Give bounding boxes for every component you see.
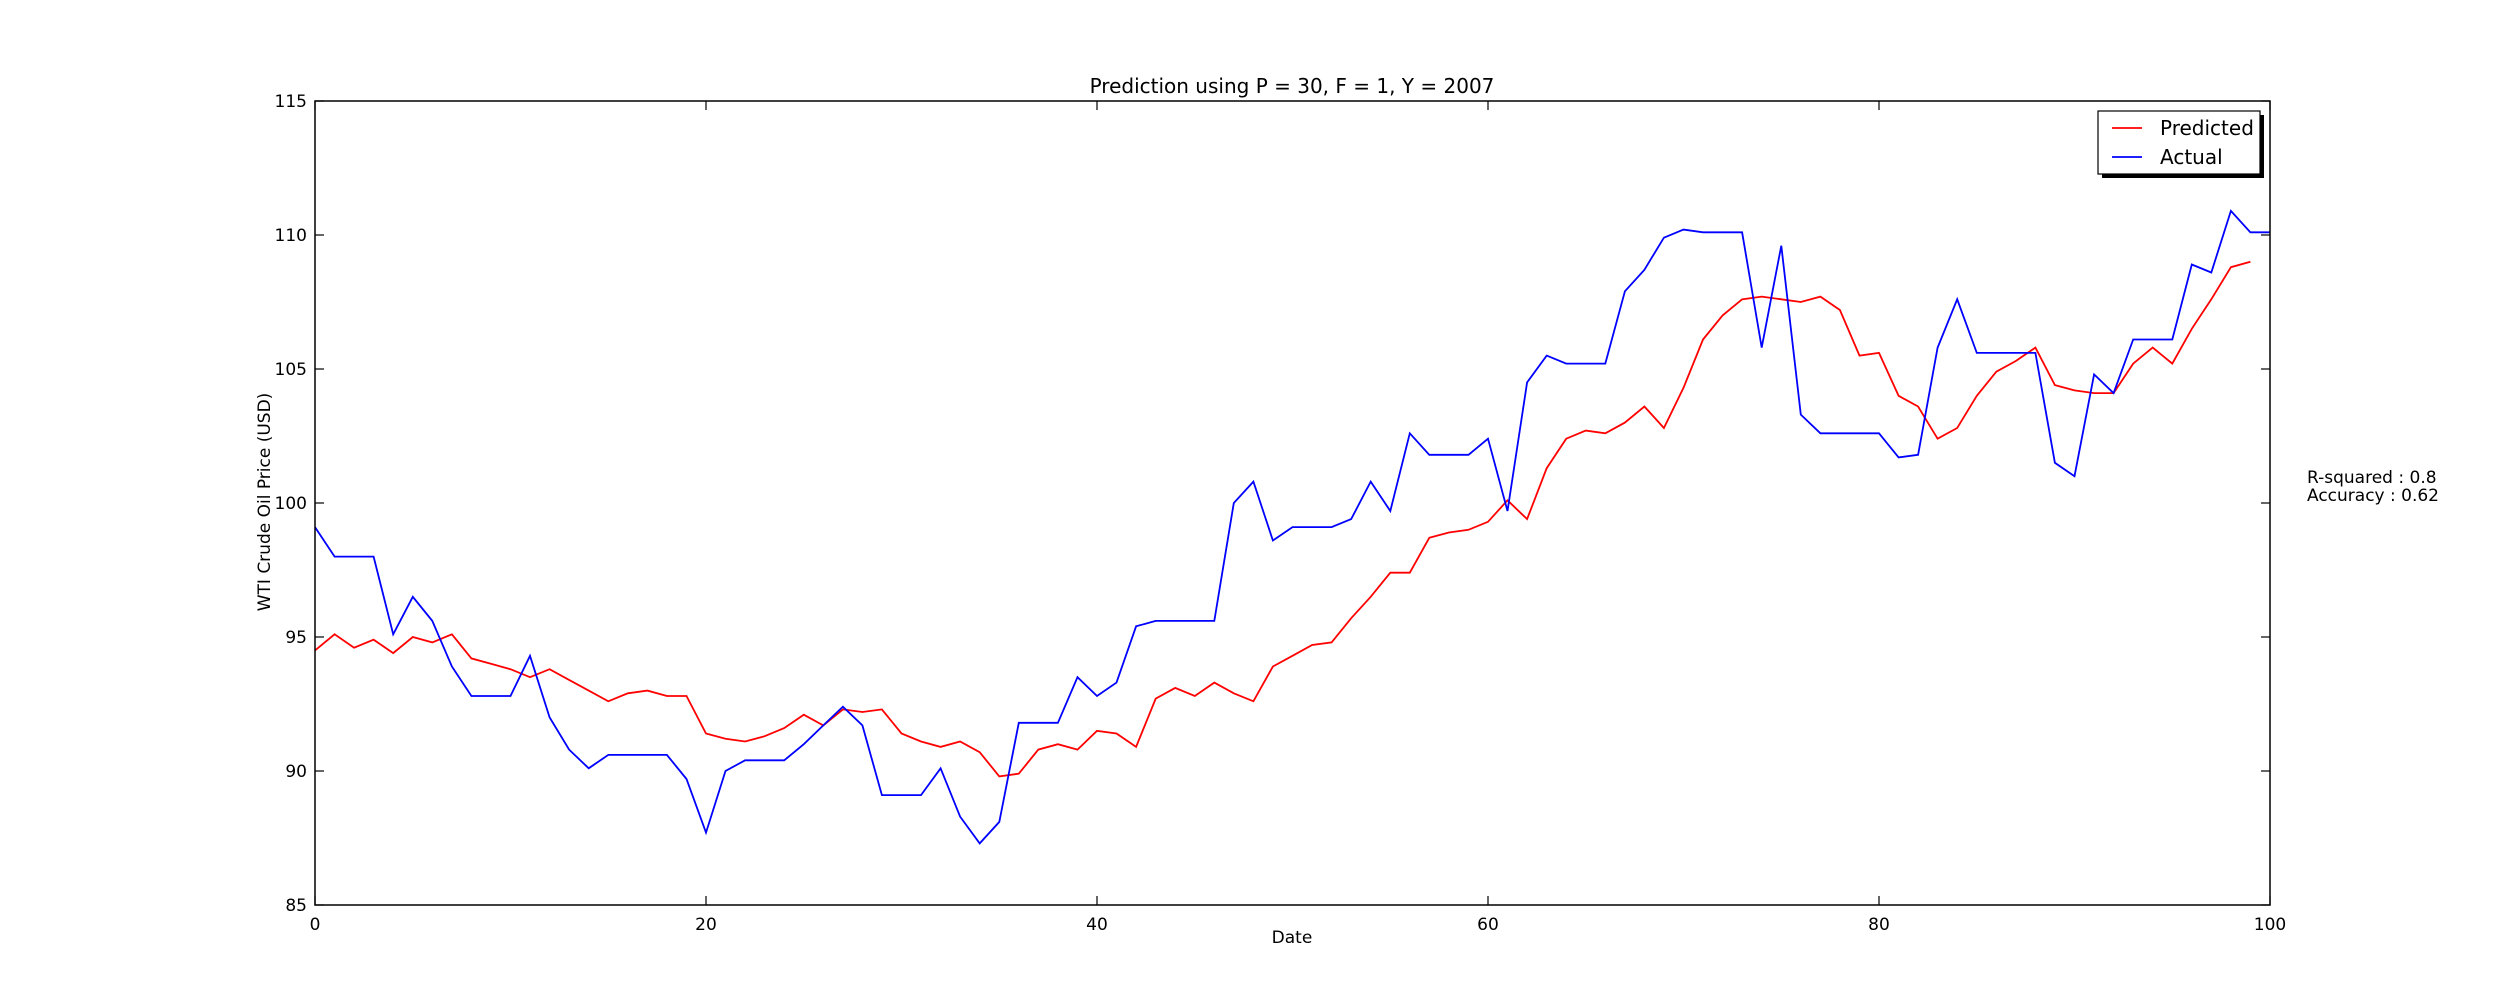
legend-label-predicted: Predicted xyxy=(2160,116,2254,140)
y-tick-label: 115 xyxy=(275,92,307,112)
x-tick-label: 80 xyxy=(1868,915,1890,935)
x-tick-label: 100 xyxy=(2254,915,2286,935)
series-line-actual xyxy=(314,209,2270,845)
accuracy-text: Accuracy : 0.62 xyxy=(2307,486,2439,506)
legend-box xyxy=(2097,110,2261,175)
r-squared-text: R-squared : 0.8 xyxy=(2307,468,2437,488)
x-tick-label: 0 xyxy=(310,915,321,935)
y-tick-label: 90 xyxy=(285,762,307,782)
y-tick-label: 110 xyxy=(275,226,307,246)
y-tick-label: 95 xyxy=(285,628,307,648)
x-tick-label: 20 xyxy=(695,915,717,935)
x-tick-label: 40 xyxy=(1086,915,1108,935)
plot-frame xyxy=(314,100,2271,906)
x-tick-label: 60 xyxy=(1477,915,1499,935)
legend: Predicted Actual xyxy=(2097,110,2264,178)
chart-title: Prediction using P = 30, F = 1, Y = 2007 xyxy=(1090,74,1495,98)
ticks-layer: 0 20 40 60 80 100 85 90 95 100 105 110 115 xyxy=(275,92,2287,935)
series-line-predicted xyxy=(314,260,2251,778)
y-tick-label: 85 xyxy=(285,896,307,916)
series-layer xyxy=(314,209,2270,845)
x-axis-label: Date xyxy=(1272,928,1313,948)
y-tick-label: 100 xyxy=(275,494,307,514)
legend-label-actual: Actual xyxy=(2160,145,2223,169)
y-axis-label: WTI Crude Oil Price (USD) xyxy=(255,393,275,612)
stats-annotation: R-squared : 0.8 Accuracy : 0.62 xyxy=(2307,469,2439,505)
y-tick-label: 105 xyxy=(275,360,307,380)
